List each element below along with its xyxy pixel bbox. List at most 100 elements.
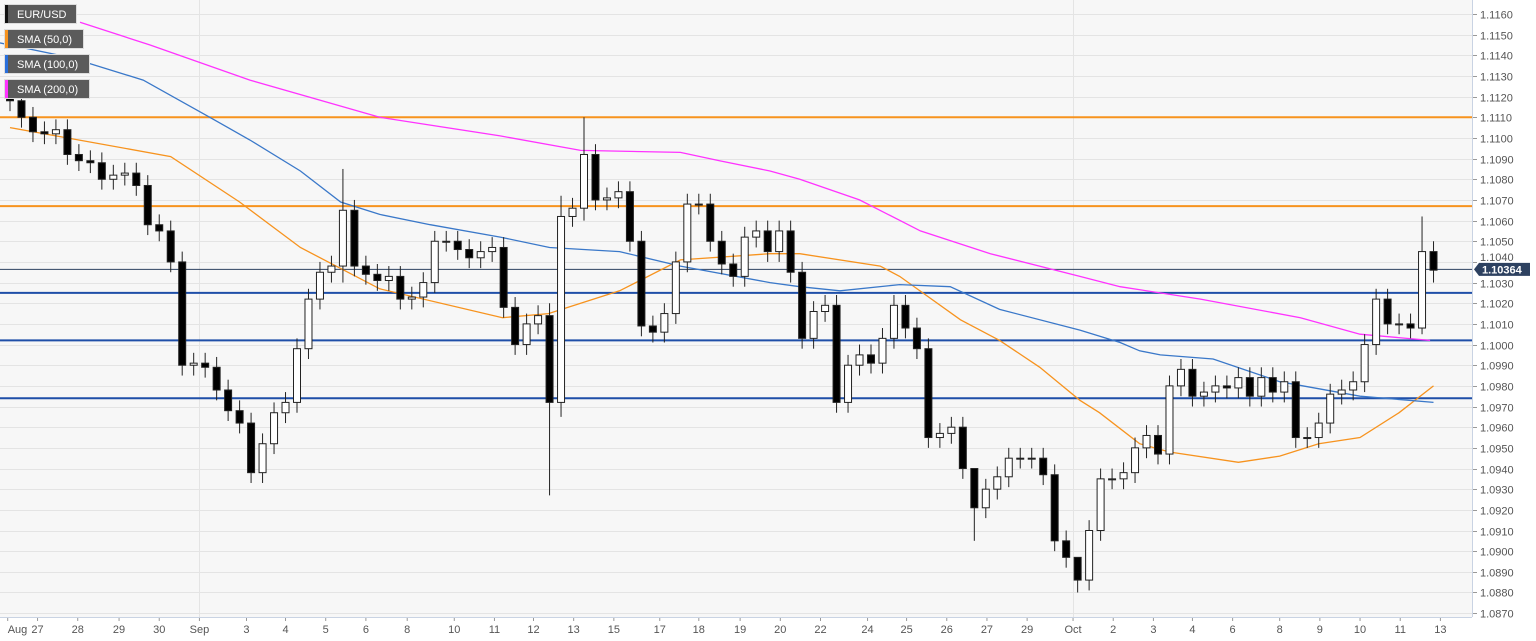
candle [648,315,657,343]
candle-body-bull [1360,344,1369,383]
candle [1154,425,1162,465]
candle-body-bear [40,131,49,135]
x-tick-label: 28 [72,624,84,636]
candle-body-bull [51,129,60,135]
candle [602,187,611,211]
candle-body-bull [1027,457,1036,460]
x-tick-label: 4 [282,624,288,636]
candle [522,313,531,355]
candle [568,197,577,227]
y-tick-label: 1.0970 [1480,403,1514,415]
candle-body-bull [1142,434,1151,449]
price-axis: 1.1160 1.1150 1.1140 1.1130 1.1120 1.1110 1.11… [1473,10,1514,621]
candle [86,150,95,174]
candle-body-bear [648,325,657,333]
legend-sma-200[interactable]: SMA (200,0) [4,79,90,99]
candle-body-bull [1257,377,1266,397]
candle-body-bear [132,172,141,186]
candle [752,220,761,248]
candle [407,286,416,310]
candle-body-bull [522,323,531,346]
candle-body-bear [178,261,187,366]
x-tick-label: 13 [568,624,580,636]
candle [786,220,795,283]
legend-eurusd[interactable]: EUR/USD [4,4,77,24]
candle-body-bull [476,251,485,259]
legend-sma-100[interactable]: SMA (100,0) [4,54,90,74]
candle [338,168,347,283]
candle [958,416,967,479]
candle-body-bear [86,160,95,164]
candle-body-bull [338,209,347,267]
candle [844,354,853,413]
legend-label: SMA (50,0) [17,34,73,46]
y-tick-label: 1.1120 [1480,93,1513,105]
candle-body-bull [281,401,290,414]
price-tag-label: 1.10364 [1482,264,1523,276]
candle [132,162,141,196]
candle-body-bear [867,354,875,364]
x-tick-label: 10 [448,624,460,636]
candle-body-bull [1165,385,1174,455]
candle [511,297,520,355]
legend-color-strip [5,80,8,98]
candle-body-bull [270,412,279,445]
candle [912,317,921,360]
candle [1165,375,1174,465]
legend-sma-50[interactable]: SMA (50,0) [4,29,84,49]
candle-body-bull [1108,478,1117,481]
x-tick-label: Sep [190,624,210,636]
candle [201,352,210,378]
candle-body-bear [1245,377,1254,397]
candle [499,237,508,318]
candle [614,181,623,209]
x-tick-label: Oct [1064,624,1081,636]
y-tick-label: 1.0900 [1480,547,1514,559]
x-tick-label: 9 [1317,624,1323,636]
candle [821,294,830,322]
x-tick-label: 26 [941,624,953,636]
candle-body-bull [568,207,577,217]
candle [694,193,703,215]
candle-body-bull [614,191,623,199]
candle [798,261,807,349]
y-tick-label: 1.0950 [1480,444,1514,456]
candle [1406,313,1415,339]
x-tick-label: 27 [31,624,43,636]
candle [557,195,566,417]
candle [270,402,279,455]
candle-body-bull [1016,457,1025,460]
candle [1372,288,1381,355]
candle-body-bear [212,366,221,391]
candle [947,416,956,444]
legend-color-strip [5,5,8,23]
candle [155,214,164,242]
candle-body-bear [1406,323,1415,329]
candle [1119,462,1128,490]
candle-body-bull [947,426,956,434]
candle-body-bull [1085,530,1094,581]
candle-body-bear [1050,474,1059,542]
candle-body-bear [970,468,979,509]
x-tick-label: 3 [243,624,249,636]
candle [1211,375,1220,403]
y-tick-label: 1.0880 [1480,588,1514,600]
candle-body-bear [17,100,26,118]
y-tick-label: 1.0930 [1480,485,1514,497]
y-tick-label: 1.1070 [1480,196,1514,208]
y-tick-label: 1.1040 [1480,252,1514,264]
candle-body-bear [201,362,210,368]
y-tick-label: 1.1050 [1480,237,1514,249]
candle-body-bear [63,129,72,155]
candle [63,119,72,165]
candle-body-bull [1418,251,1427,329]
candle [832,294,841,413]
candle-body-bull [258,443,267,474]
candle-body-bull [442,240,451,243]
candle-body-bear [924,348,933,439]
candle-body-bull [889,304,898,339]
candle-body-bear [511,306,520,346]
candle-body-bull [419,282,428,298]
last-price-tag: 1.10364 [1474,262,1530,276]
